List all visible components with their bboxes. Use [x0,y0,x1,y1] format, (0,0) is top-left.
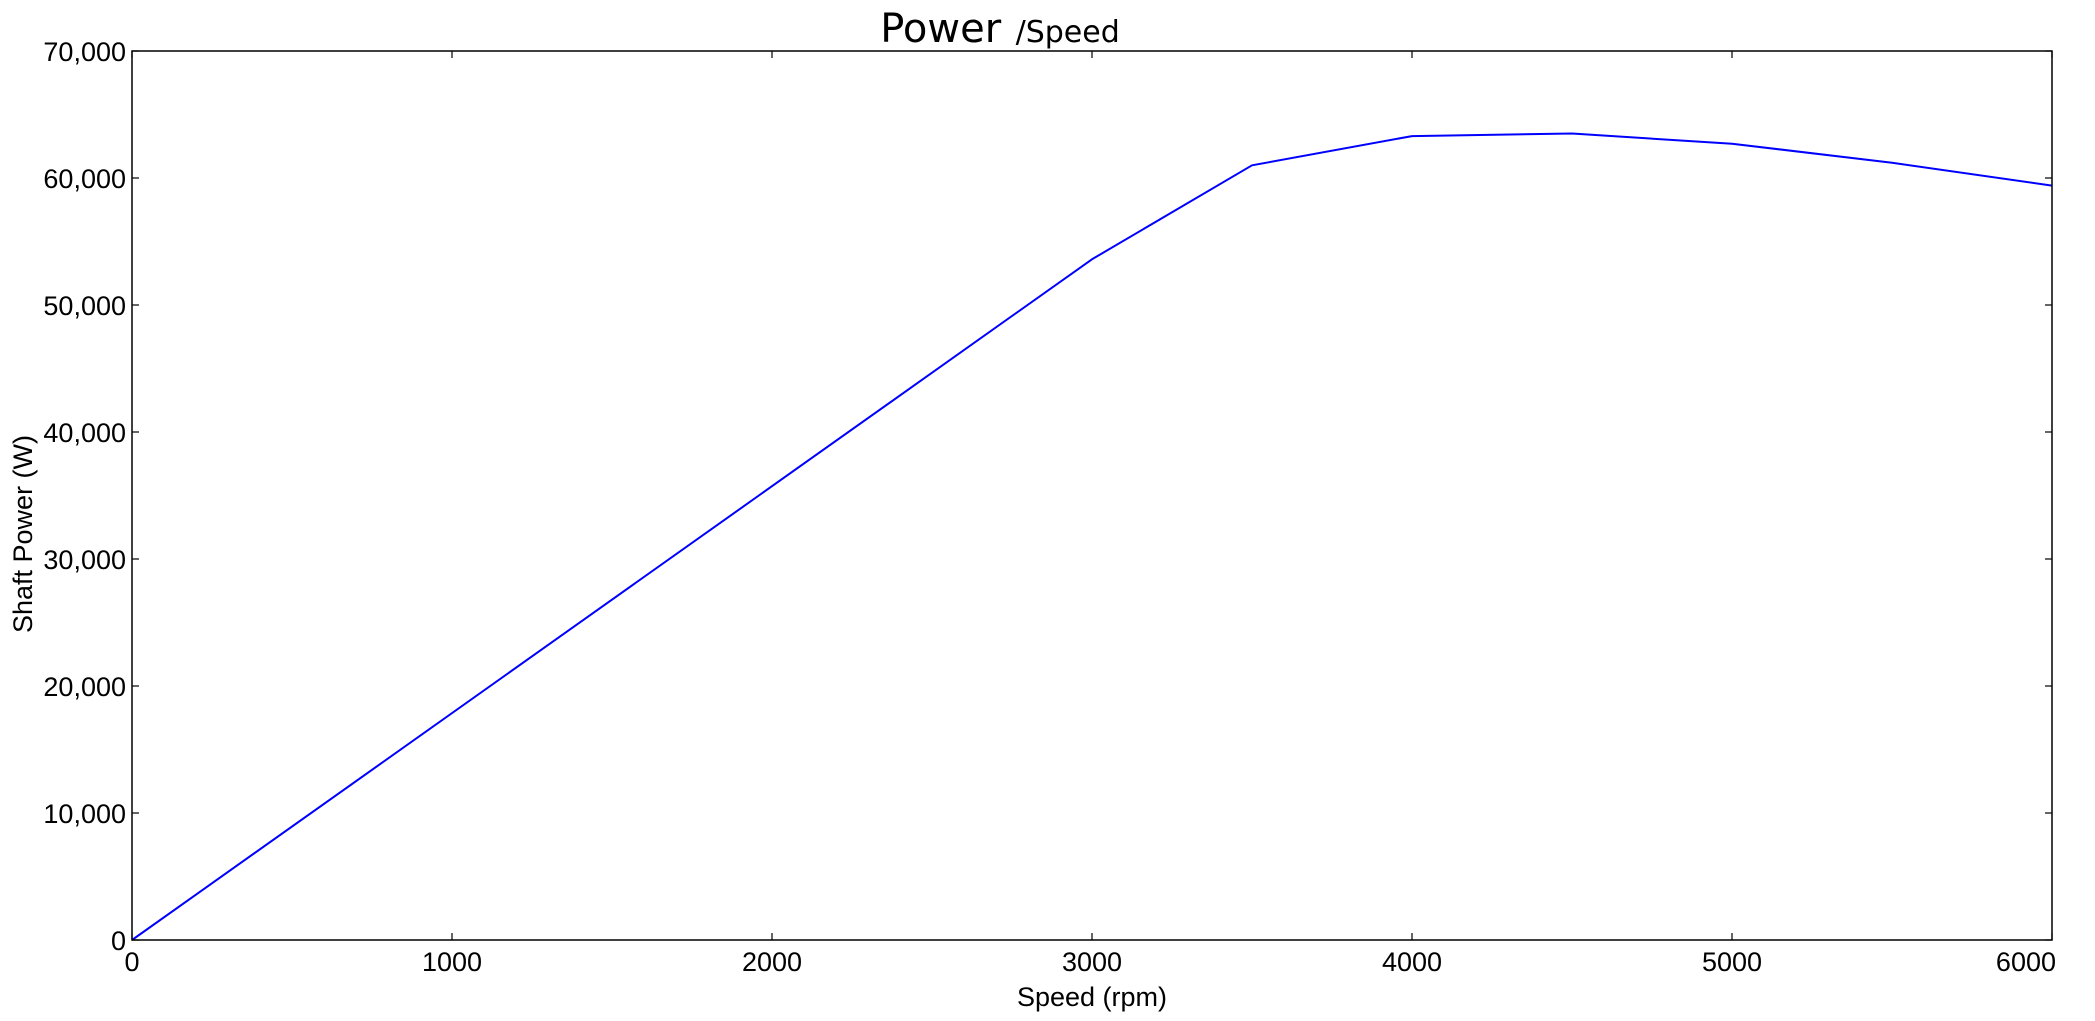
x-tick-label: 4000 [1382,947,1442,977]
x-tick-label: 3000 [1062,947,1122,977]
y-tick-label: 0 [111,926,126,956]
x-tick-label: 1000 [422,947,482,977]
chart-title: Power /Speed [880,6,1120,52]
svg-text:Power /Speed: Power /Speed [880,6,1120,52]
y-tick-label: 10,000 [43,799,126,829]
y-tick-label: 40,000 [43,418,126,448]
x-tick-label: 5000 [1702,947,1762,977]
x-tick-label: 0 [124,947,139,977]
y-tick-label: 30,000 [43,545,126,575]
y-axis: 0 10,000 20,000 30,000 40,000 50,000 60,000 70,… [43,37,2052,956]
y-axis-label: Shaft Power (W) [8,435,38,633]
series-line [131,132,2053,941]
y-tick-label: 50,000 [43,291,126,321]
x-axis-label: Speed (rpm) [1017,982,1167,1012]
y-tick-label: 20,000 [43,672,126,702]
plot-frame [131,50,2053,941]
chart-title-sub: /Speed [1016,15,1120,50]
y-tick-label: 70,000 [43,37,126,67]
chart-title-main: Power [880,6,1001,52]
x-tick-label: 2000 [742,947,802,977]
x-axis: 0 1000 2000 3000 4000 5000 6000 [124,51,2056,977]
y-tick-label: 60,000 [43,164,126,194]
series-layer [131,132,2053,941]
x-tick-label: 6000 [1996,947,2056,977]
